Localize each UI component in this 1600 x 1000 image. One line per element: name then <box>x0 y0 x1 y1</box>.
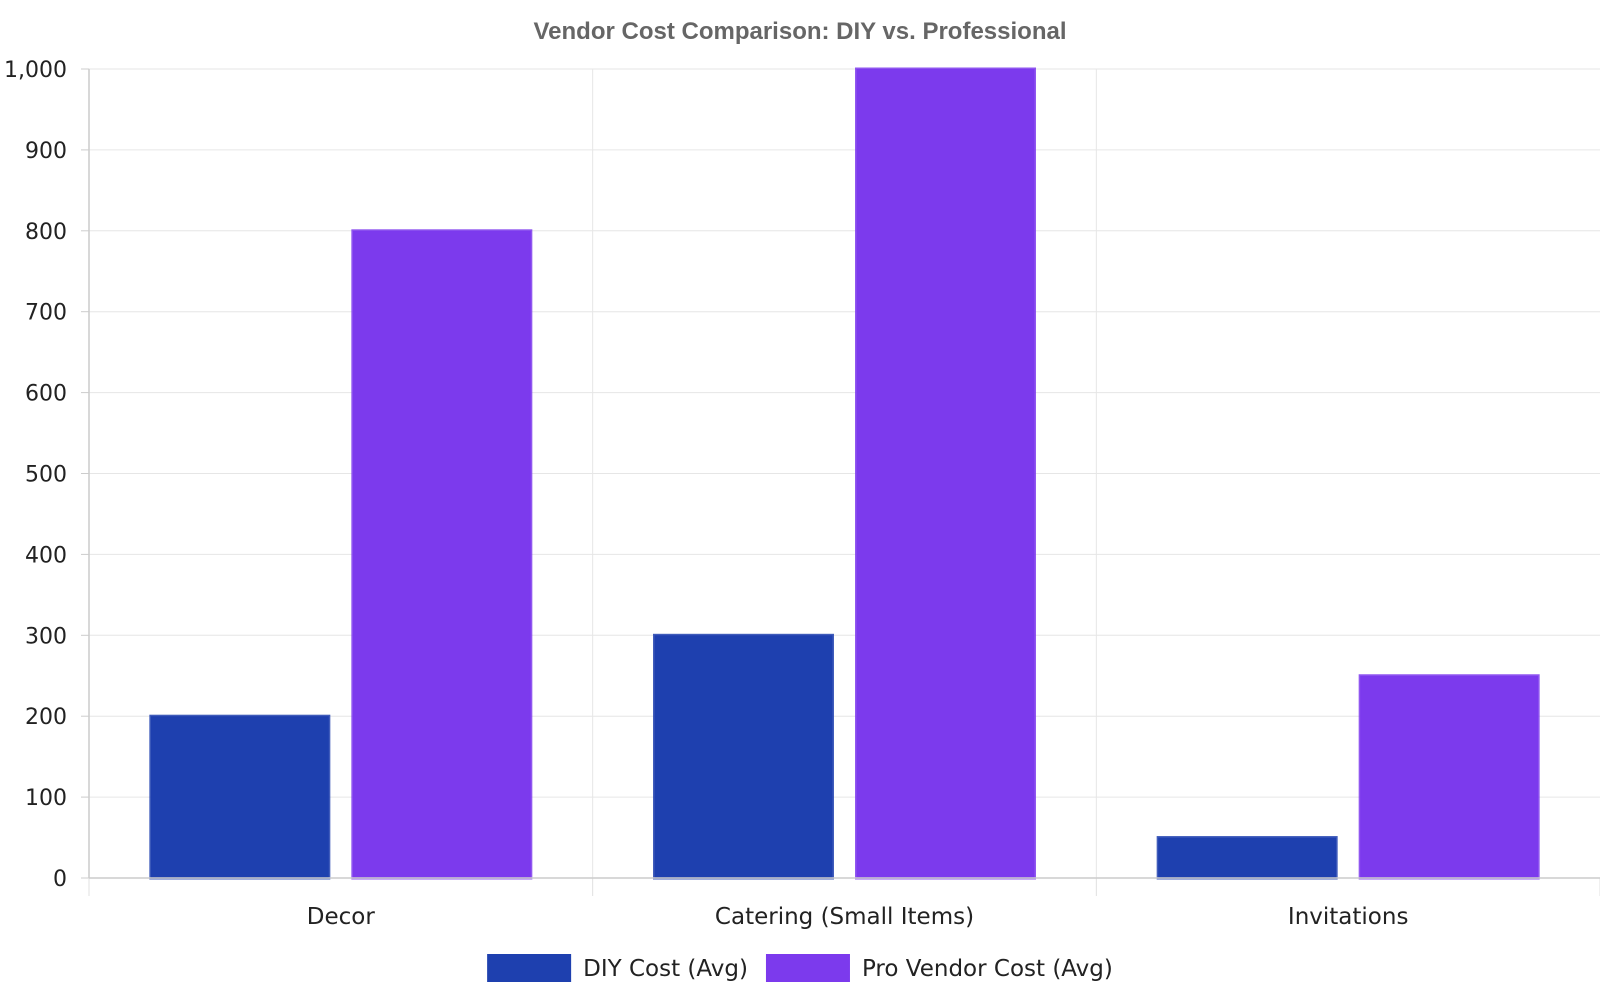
bar-pro-0 <box>351 229 533 880</box>
y-tick-label: 500 <box>25 463 67 488</box>
bar-diy-1 <box>653 633 834 880</box>
axes <box>88 69 1600 896</box>
x-tick-label: Decor <box>307 904 376 930</box>
y-tick-label: 700 <box>25 301 67 326</box>
y-tick-label: 800 <box>25 220 67 245</box>
legend[interactable]: DIY Cost (Avg) Pro Vendor Cost (Avg) <box>487 954 1113 982</box>
chart-title: Vendor Cost Comparison: DIY vs. Professi… <box>533 18 1067 45</box>
x-tick-label: Catering (Small Items) <box>715 904 974 930</box>
y-tick-label: 0 <box>53 867 67 892</box>
x-axis-ticks: Decor Catering (Small Items) Invitations <box>307 904 1409 930</box>
bar-diy-0 <box>149 714 331 880</box>
legend-item-pro[interactable]: Pro Vendor Cost (Avg) <box>765 954 1113 982</box>
legend-swatch <box>487 954 572 982</box>
legend-swatch <box>765 954 850 982</box>
y-tick-label: 900 <box>25 139 67 164</box>
y-tick-label: 400 <box>25 543 67 568</box>
y-tick-label: 200 <box>25 705 67 730</box>
y-tick-label: 300 <box>25 624 67 649</box>
grid-lines <box>89 68 1600 878</box>
legend-label: DIY Cost (Avg) <box>583 956 748 982</box>
bar-pro-2 <box>1358 674 1540 880</box>
y-tick-label: 600 <box>25 382 67 407</box>
legend-item-diy[interactable]: DIY Cost (Avg) <box>487 954 748 982</box>
y-tick-label: 1,000 <box>4 58 67 83</box>
y-axis-ticks: 0 100 200 300 400 500 600 700 800 900 1,000 <box>4 58 89 892</box>
legend-label: Pro Vendor Cost (Avg) <box>862 956 1113 982</box>
bar-diy-2 <box>1156 836 1338 880</box>
x-tick-label: Invitations <box>1288 904 1409 930</box>
bar-pro-1 <box>855 67 1036 880</box>
y-tick-label: 100 <box>25 786 67 811</box>
bars <box>149 67 1540 880</box>
